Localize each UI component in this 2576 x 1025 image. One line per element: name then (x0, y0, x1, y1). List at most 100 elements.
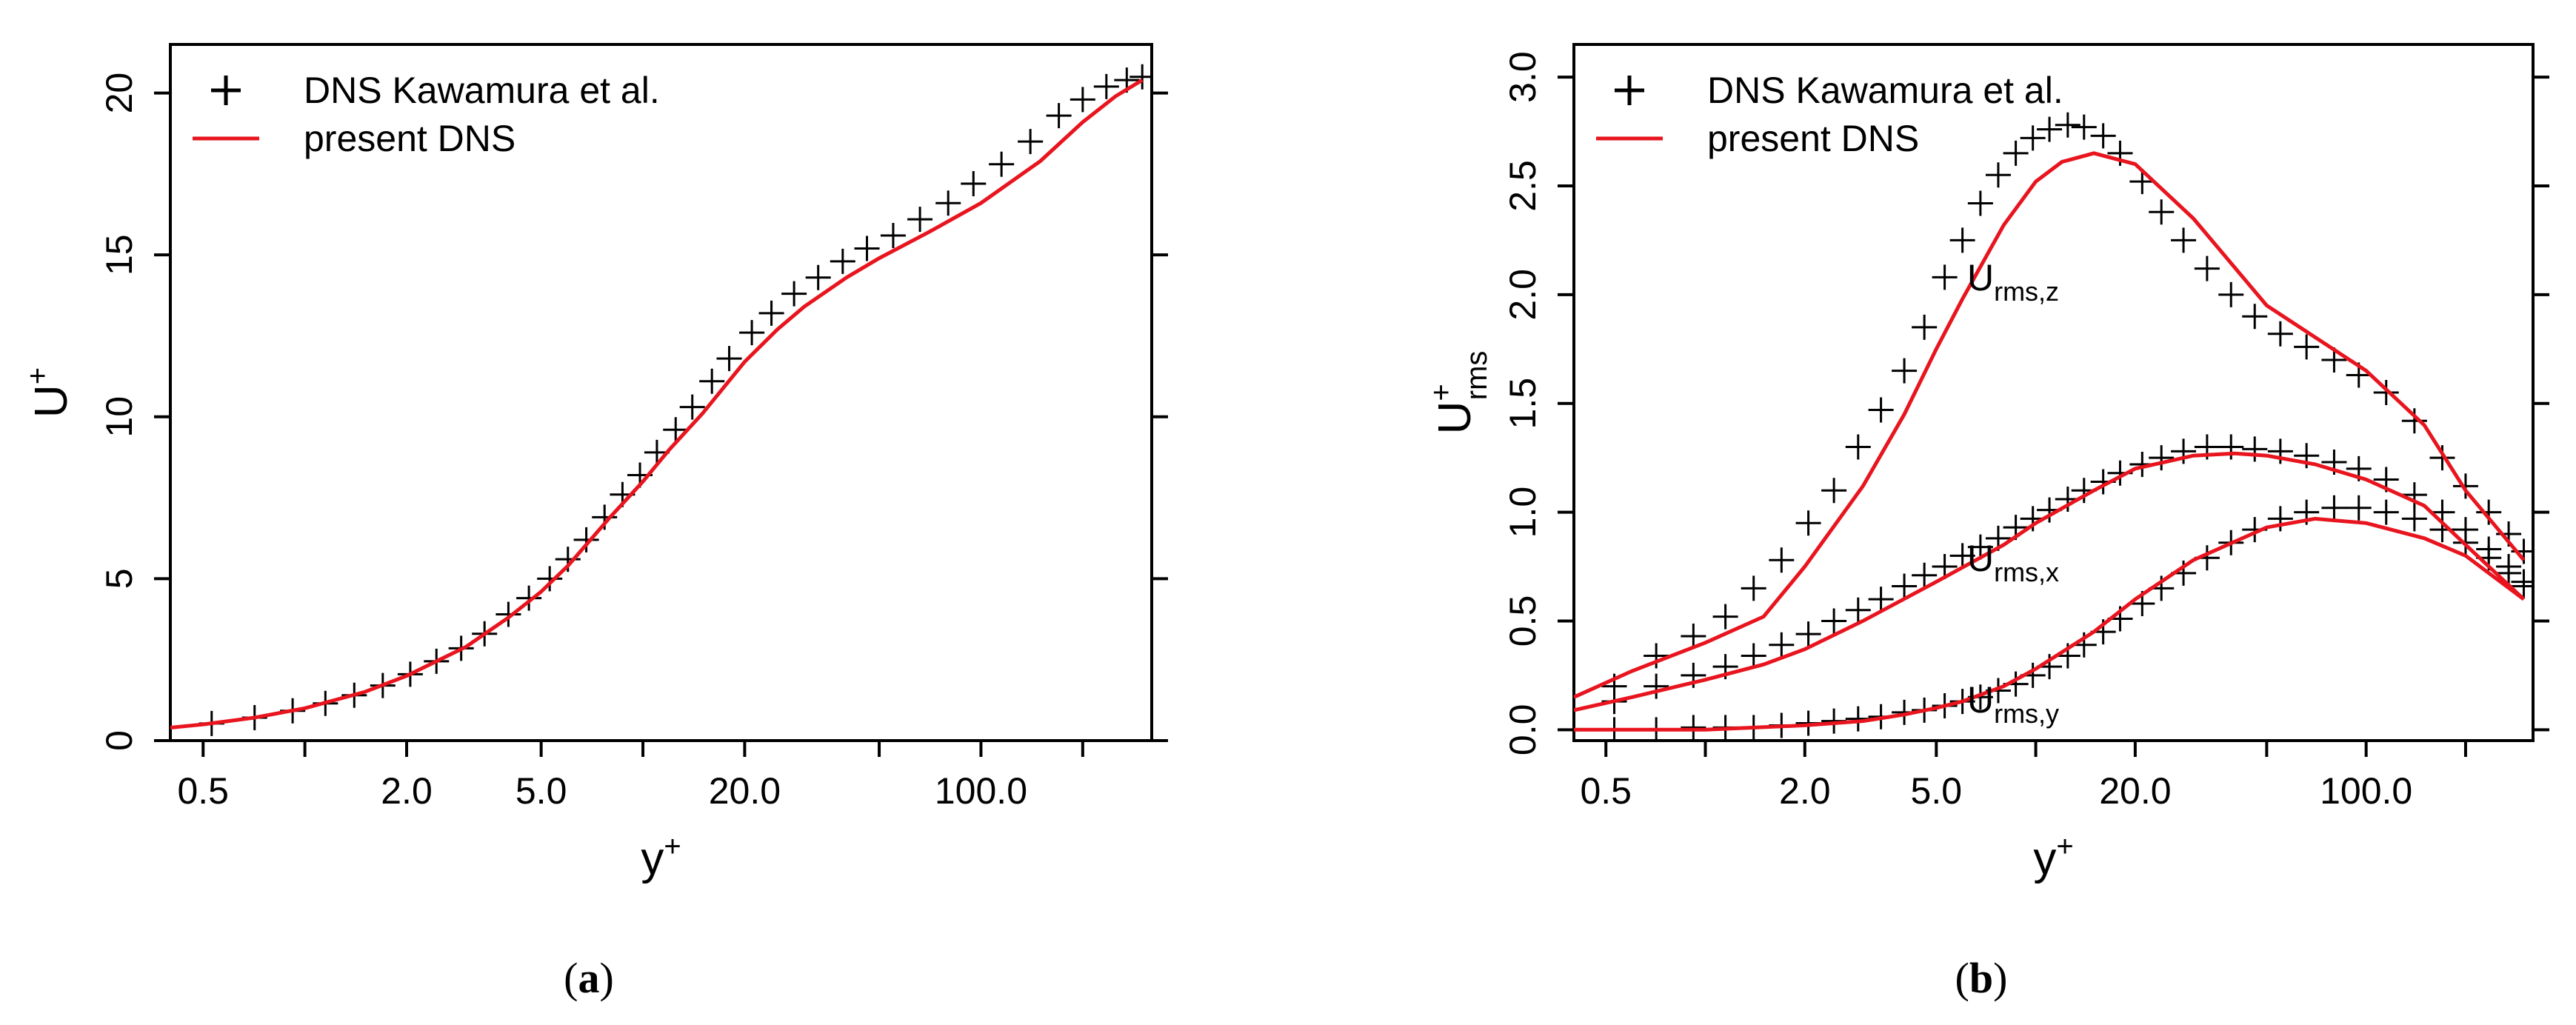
data-point-plus (663, 417, 689, 443)
y-tick-label: 0.5 (1502, 595, 1544, 647)
legend: DNS Kawamura et al. present DNS (193, 70, 660, 159)
series-present-dns-line (1574, 516, 2525, 732)
data-point-plus (2401, 408, 2427, 434)
data-point-plus (537, 566, 563, 592)
curve-label: Urms,y (1967, 679, 2059, 729)
legend-label: DNS Kawamura et al. (1707, 70, 2063, 111)
data-point-plus (2242, 436, 2268, 462)
data-point-plus (1741, 643, 1766, 669)
data-point-plus (2242, 304, 2268, 330)
data-point-plus (2055, 112, 2081, 138)
x-tick-label: 2.0 (1779, 770, 1831, 812)
data-point-plus (2294, 334, 2320, 360)
y-tick-label: 10 (99, 396, 140, 438)
data-point-plus (495, 601, 521, 627)
data-point-plus (961, 171, 987, 196)
data-point-plus (1681, 715, 1706, 741)
x-tick-label: 100.0 (2320, 770, 2412, 812)
data-point-plus (2090, 123, 2116, 149)
y-tick-label: 1.0 (1502, 487, 1544, 538)
data-point-plus (2149, 445, 2175, 471)
x-axis-label: y+ (2033, 830, 2073, 884)
data-point-plus (830, 248, 855, 274)
data-point-plus (2020, 125, 2046, 151)
legend-plus-icon (211, 76, 241, 105)
plot-area (170, 64, 1152, 736)
data-point-plus (1644, 673, 1669, 699)
data-point-plus (2373, 499, 2399, 525)
curve-label-base: U (1967, 679, 1994, 721)
panel-b: 0.5 2.0 5.0 20.0 100.0 0.0 0.5 1.0 1.5 2.0 2.5 3.0 y… (1425, 43, 2549, 884)
data-point-plus (516, 585, 542, 611)
data-point-plus (1821, 608, 1847, 634)
y-axis-label: U+ (21, 367, 77, 418)
data-point-plus (1093, 73, 1119, 99)
data-point-plus (1795, 621, 1821, 647)
data-point-plus (2037, 116, 2063, 142)
data-point-plus (1821, 478, 1847, 504)
series-dns-kawamura (198, 64, 1152, 736)
data-point-plus (805, 264, 831, 290)
data-point-plus (2429, 445, 2455, 471)
series-present-dns-line (170, 78, 1144, 729)
data-point-plus (2452, 473, 2478, 499)
data-point-plus (854, 236, 880, 261)
curve-label-sub: rms,y (1994, 698, 2059, 729)
data-point-plus (1949, 543, 1975, 569)
data-point-plus (2171, 227, 2197, 253)
y-tick-label: 15 (99, 234, 140, 276)
x-tick-label: 5.0 (1911, 770, 1963, 812)
x-tick-label: 20.0 (2099, 770, 2171, 812)
data-point-plus (2267, 506, 2293, 532)
curve-label-sub: rms,z (1994, 276, 2059, 307)
y-axis-label-sup: + (1425, 384, 1458, 401)
y-axis-label-sup: + (21, 367, 54, 384)
legend-label: present DNS (304, 118, 515, 159)
data-point-plus (716, 346, 742, 372)
data-point-plus (2346, 495, 2372, 521)
data-point-plus (2149, 199, 2175, 225)
data-point-plus (1912, 314, 1938, 340)
x-tick-label: 20.0 (709, 770, 781, 812)
caption-a: (a) (564, 954, 614, 1002)
y-tick-label: 0.0 (1502, 704, 1544, 756)
curve-label-base: U (1967, 538, 1994, 579)
y-tick-label: 20 (99, 73, 140, 114)
data-point-plus (1795, 510, 1821, 536)
data-point-plus (679, 394, 705, 420)
x-tick-label: 100.0 (935, 770, 1027, 812)
y-tick-label: 0 (99, 730, 140, 751)
data-point-plus (2267, 321, 2293, 347)
plot-frame (1572, 43, 2535, 742)
x-axis-label-base: y (2033, 833, 2056, 884)
data-point-plus (1967, 190, 1993, 216)
curve-label-sub: rms,x (1994, 557, 2059, 587)
data-point-plus (2003, 140, 2029, 166)
data-point-plus (739, 320, 765, 346)
y-axis-label-base: U (1429, 401, 1481, 435)
data-point-plus (907, 207, 933, 233)
data-point-plus (1845, 597, 1871, 623)
data-point-plus (1932, 264, 1958, 290)
data-point-plus (1644, 643, 1669, 669)
y-tick-label: 3.0 (1502, 51, 1544, 103)
data-point-plus (2071, 114, 2097, 140)
data-point-plus (1949, 227, 1975, 253)
x-axis-label: y+ (641, 830, 681, 884)
series-present-dns-line (1574, 451, 2526, 712)
series-dns-kawamura (1601, 434, 2533, 715)
data-point-plus (1681, 624, 1706, 649)
data-point-plus (1868, 587, 1894, 612)
x-axis-label-sup: + (2056, 830, 2073, 863)
y-axis-label-sub: rms (1461, 351, 1493, 401)
data-point-plus (2194, 256, 2220, 281)
data-point-plus (781, 281, 807, 307)
x-tick-label: 2.0 (381, 770, 433, 812)
data-point-plus (1912, 562, 1938, 588)
series-present-dns-line (1574, 151, 2526, 699)
data-point-plus (2496, 560, 2522, 586)
data-point-plus (1892, 358, 1918, 384)
series-dns-kawamura (1601, 112, 2533, 699)
data-point-plus (1046, 103, 1072, 129)
